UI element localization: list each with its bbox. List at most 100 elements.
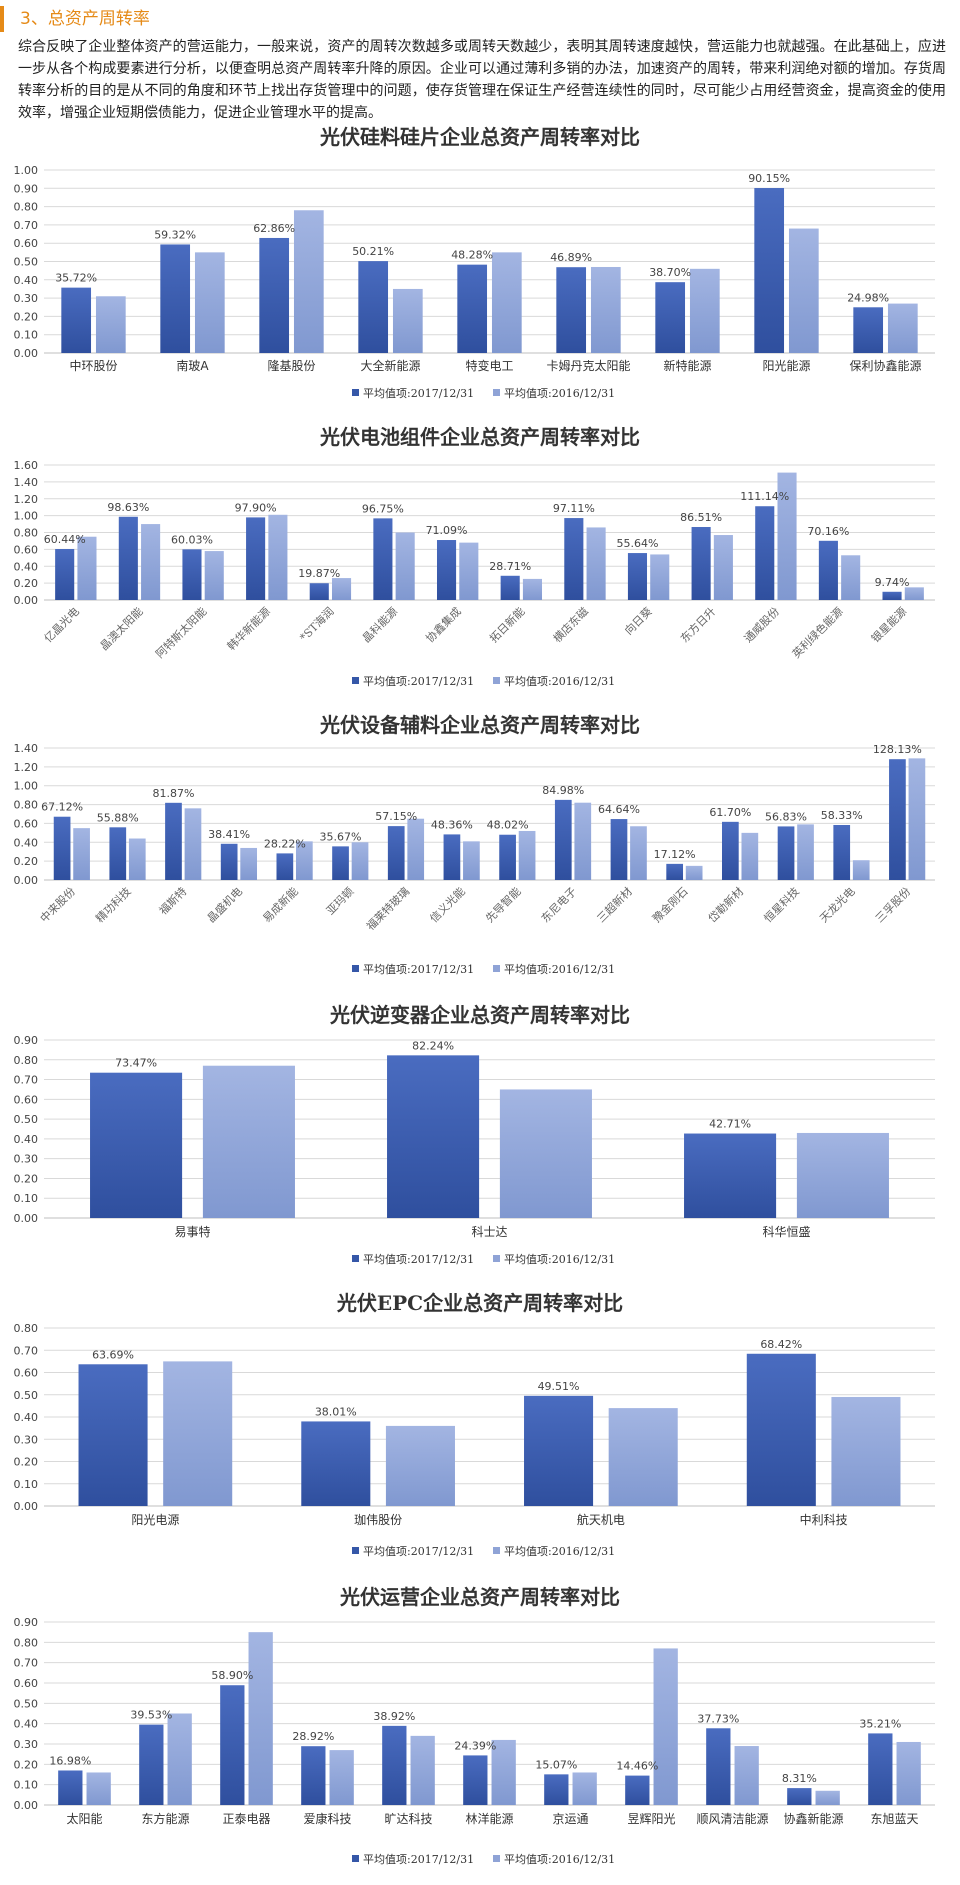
y-tick-label: 0.60: [14, 543, 39, 556]
bar-2017: [436, 540, 457, 600]
y-tick-label: 0.60: [14, 1677, 39, 1690]
y-tick-label: 0.80: [14, 799, 39, 812]
bar-2017: [90, 1072, 183, 1218]
legend-label-2016: 平均值项:2016/12/31: [504, 1253, 615, 1266]
y-tick-label: 0.00: [14, 874, 39, 887]
bar-2016: [295, 841, 313, 880]
bar-2017: [853, 307, 884, 353]
chart-operation: 光伏运营企业总资产周转率对比 0.00 0.10 0.20 0.30 0.40 0.50 0.…: [14, 1585, 935, 1866]
bar-2017: [818, 540, 838, 600]
y-tick-label: 0.00: [14, 1212, 39, 1225]
y-tick-label: 0.90: [14, 182, 39, 195]
bar-2016: [653, 1648, 678, 1805]
bar-2017: [443, 834, 461, 880]
x-category-label: 晶盛机电: [204, 884, 245, 925]
y-tick-label: 1.00: [14, 164, 39, 177]
legend-label-2016: 平均值项:2016/12/31: [504, 1853, 615, 1866]
x-category-label: 福莱特玻璃: [363, 884, 412, 933]
legend-swatch-2016: [493, 1547, 500, 1554]
legend-swatch-2016: [493, 1855, 500, 1862]
y-tick-label: 1.00: [14, 780, 39, 793]
data-label: 38.92%: [373, 1710, 415, 1723]
x-category-label: 协鑫集成: [423, 604, 464, 645]
y-tick-label: 0.30: [14, 1738, 39, 1751]
bar-2017: [706, 1728, 731, 1805]
bar-2016: [385, 1425, 455, 1506]
bar-2016: [167, 1713, 192, 1805]
x-category-label: 恒星科技: [761, 884, 802, 925]
y-tick-label: 0.60: [14, 1367, 39, 1380]
y-tick-label: 0.00: [14, 594, 39, 607]
data-label: 64.64%: [598, 803, 640, 816]
data-label: 28.92%: [292, 1730, 334, 1743]
x-category-label: 珈伟股份: [354, 1513, 402, 1527]
bar-2016: [392, 288, 423, 353]
legend-label-2017: 平均值项:2017/12/31: [363, 675, 474, 688]
bar-2017: [332, 846, 349, 880]
bar-2017: [382, 1725, 407, 1805]
x-category-label: 东旭蓝天: [870, 1812, 918, 1826]
chart-silicon: 光伏硅料硅片企业总资产周转率对比 0.00 0.10 0.20 0.30 0.40 0.50…: [14, 125, 935, 400]
data-label: 38.01%: [315, 1405, 357, 1418]
x-category-label: 亚玛顿: [323, 884, 356, 917]
y-tick-label: 0.20: [14, 310, 39, 323]
section-intro: 综合反映了企业整体资产的营运能力，一般来说，资产的周转次数越多或周转天数越少，表…: [18, 39, 946, 121]
data-label: 38.70%: [649, 266, 691, 279]
x-category-label: 三超新材: [594, 884, 635, 925]
y-tick-label: 0.80: [14, 201, 39, 214]
data-label: 28.71%: [489, 560, 531, 573]
legend-swatch-2016: [493, 1255, 500, 1262]
chart-title: 光伏逆变器企业总资产周转率对比: [329, 1003, 630, 1027]
data-label: 50.21%: [352, 245, 394, 258]
bar-2016: [499, 1089, 592, 1218]
x-category-label: 协鑫新能源: [783, 1811, 843, 1826]
bar-2017: [457, 264, 488, 353]
y-tick-label: 0.20: [14, 577, 39, 590]
y-tick-label: 0.80: [14, 1322, 39, 1335]
legend-label-2017: 平均值项:2017/12/31: [363, 387, 474, 400]
bar-2017: [301, 1746, 326, 1805]
bar-2016: [841, 555, 861, 600]
data-label: 56.83%: [765, 810, 807, 823]
data-label: 81.87%: [152, 787, 194, 800]
x-category-label: 亿晶光电: [41, 604, 82, 645]
x-category-label: 隆基股份: [267, 358, 315, 373]
bar-2016: [463, 841, 480, 880]
bar-2016: [608, 1408, 678, 1506]
data-label: 86.51%: [680, 511, 722, 524]
bar-2016: [788, 228, 819, 353]
bar-2017: [625, 1775, 650, 1805]
bar-2016: [831, 1396, 901, 1506]
x-category-label: 中利科技: [800, 1512, 848, 1527]
y-tick-label: 0.40: [14, 1133, 39, 1146]
bar-2016: [407, 818, 425, 880]
bar-2017: [868, 1733, 893, 1805]
bar-2016: [248, 1632, 273, 1805]
bar-2016: [630, 826, 647, 880]
bar-2017: [259, 237, 290, 353]
bar-2017: [463, 1755, 488, 1805]
chart-title: 光伏设备辅料企业总资产周转率对比: [319, 713, 640, 737]
bar-2017: [627, 553, 648, 600]
bar-2017: [358, 261, 389, 353]
x-category-label: 晶澳太阳能: [97, 604, 146, 653]
bar-2017: [387, 826, 405, 880]
bar-2017: [684, 1133, 777, 1218]
bar-2016: [395, 532, 415, 600]
data-label: 15.07%: [535, 1758, 577, 1771]
data-label: 16.98%: [49, 1754, 91, 1767]
x-category-label: 顺风清洁能源: [696, 1812, 768, 1826]
bar-2017: [500, 575, 520, 600]
y-tick-label: 0.20: [14, 1172, 39, 1185]
y-tick-label: 0.60: [14, 817, 39, 830]
data-label: 39.53%: [130, 1709, 172, 1722]
data-label: 70.16%: [807, 525, 849, 538]
bar-2016: [777, 472, 797, 600]
legend-label-2017: 平均值项:2017/12/31: [363, 1853, 474, 1866]
data-label: 14.46%: [616, 1760, 658, 1773]
y-tick-label: 0.30: [14, 1153, 39, 1166]
data-label: 84.98%: [542, 784, 584, 797]
legend-swatch-2017: [352, 677, 359, 684]
y-tick-label: 0.20: [14, 1758, 39, 1771]
bar-2017: [165, 802, 182, 880]
